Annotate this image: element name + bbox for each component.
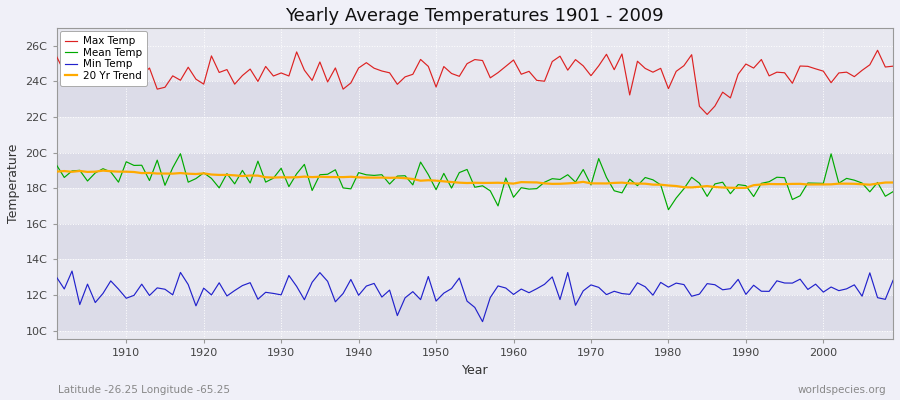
- Max Temp: [508, 58, 519, 62]
- Min Temp: [51, 275, 62, 280]
- Mean Temp: [51, 162, 62, 167]
- Line: Max Temp: Max Temp: [57, 50, 893, 114]
- 20 Yr Trend: [608, 180, 619, 185]
- Max Temp: [500, 64, 511, 69]
- Text: Latitude -26.25 Longitude -65.25: Latitude -26.25 Longitude -65.25: [58, 385, 230, 395]
- Max Temp: [872, 48, 883, 53]
- Min Temp: [887, 278, 898, 283]
- Mean Temp: [508, 195, 519, 200]
- Max Temp: [702, 112, 713, 117]
- Mean Temp: [176, 151, 186, 156]
- Min Temp: [121, 296, 131, 301]
- 20 Yr Trend: [121, 169, 131, 174]
- Max Temp: [330, 66, 341, 70]
- Mean Temp: [113, 180, 124, 184]
- Mean Temp: [516, 185, 526, 190]
- 20 Yr Trend: [97, 168, 108, 173]
- Max Temp: [887, 64, 898, 68]
- Bar: [57, 117, 893, 152]
- Max Temp: [601, 52, 612, 57]
- Min Temp: [616, 291, 627, 296]
- 20 Yr Trend: [508, 181, 519, 186]
- Line: Mean Temp: Mean Temp: [57, 154, 893, 210]
- Min Temp: [338, 291, 348, 296]
- Mean Temp: [292, 172, 302, 176]
- 20 Yr Trend: [887, 180, 898, 185]
- Bar: [57, 46, 893, 81]
- Y-axis label: Temperature: Temperature: [7, 144, 20, 223]
- Mean Temp: [663, 207, 674, 212]
- 20 Yr Trend: [51, 169, 62, 174]
- Bar: [57, 259, 893, 295]
- Mean Temp: [338, 186, 348, 190]
- X-axis label: Year: Year: [462, 364, 488, 377]
- 20 Yr Trend: [733, 186, 743, 190]
- Bar: [57, 295, 893, 330]
- Min Temp: [477, 319, 488, 324]
- Bar: [57, 152, 893, 188]
- Line: Min Temp: Min Temp: [57, 271, 893, 322]
- Min Temp: [67, 269, 77, 274]
- Text: worldspecies.org: worldspecies.org: [798, 385, 886, 395]
- Mean Temp: [608, 188, 619, 193]
- Max Temp: [51, 54, 62, 59]
- Min Temp: [292, 284, 302, 289]
- Bar: [57, 188, 893, 224]
- Max Temp: [113, 73, 124, 78]
- Min Temp: [516, 287, 526, 292]
- 20 Yr Trend: [516, 180, 526, 184]
- Bar: [57, 224, 893, 259]
- Min Temp: [524, 290, 535, 295]
- Line: 20 Yr Trend: 20 Yr Trend: [57, 171, 893, 188]
- Bar: [57, 81, 893, 117]
- Mean Temp: [887, 189, 898, 194]
- 20 Yr Trend: [338, 175, 348, 180]
- Title: Yearly Average Temperatures 1901 - 2009: Yearly Average Temperatures 1901 - 2009: [285, 7, 664, 25]
- Max Temp: [284, 74, 294, 78]
- Legend: Max Temp, Mean Temp, Min Temp, 20 Yr Trend: Max Temp, Mean Temp, Min Temp, 20 Yr Tre…: [59, 31, 147, 86]
- 20 Yr Trend: [292, 175, 302, 180]
